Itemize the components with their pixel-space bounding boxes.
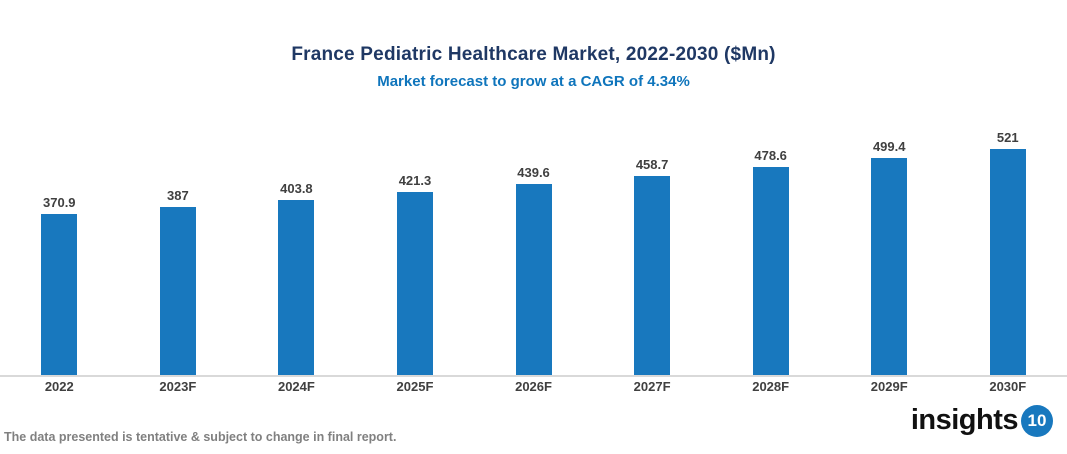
disclaimer-note: The data presented is tentative & subjec…: [4, 430, 397, 444]
bar-column: 370.9: [0, 99, 119, 375]
bar-value-label: 403.8: [280, 181, 313, 196]
bar-value-label: 458.7: [635, 157, 669, 172]
x-axis-label: 2028F: [752, 379, 790, 394]
bar: [41, 214, 78, 375]
x-axis-label: 2025F: [396, 379, 434, 394]
bar: [396, 192, 433, 375]
bar: [989, 149, 1026, 375]
x-axis-label: 2029F: [870, 379, 908, 394]
bar-value-label: 421.3: [398, 173, 432, 188]
x-axis-label: 2022: [44, 379, 74, 394]
insights10-logo: insights 10: [911, 404, 1053, 437]
chart-subtitle: Market forecast to grow at a CAGR of 4.3…: [377, 73, 690, 90]
bar: [515, 184, 552, 375]
bar-column: 478.6: [711, 99, 830, 375]
bar-value-label: 521: [996, 130, 1019, 145]
bar: [634, 176, 671, 375]
bar-column: 458.7: [593, 99, 712, 375]
bar: [871, 158, 908, 375]
x-axis-labels: 2022 2023F 2024F 2025F 2026F 2027F 2028F 2029F 2…: [0, 379, 1067, 394]
bar: [278, 200, 315, 375]
x-axis-label: 2023F: [159, 379, 197, 394]
chart-title: France Pediatric Healthcare Market, 2022…: [291, 44, 776, 65]
logo-wordmark: insights: [910, 404, 1019, 436]
bar-value-label: 387: [166, 188, 189, 203]
plot-area: 370.9 387 403.8 421.3 439.6 458.7 478.6 499.4 52…: [0, 99, 1067, 377]
bar-column: 387: [119, 99, 238, 375]
x-axis-label: 2027F: [633, 379, 671, 394]
x-axis-label: 2024F: [277, 379, 315, 394]
logo-badge-icon: 10: [1021, 404, 1053, 437]
bar-value-label: 478.6: [754, 148, 787, 163]
x-axis-label: 2030F: [989, 379, 1027, 394]
bar-column: 421.3: [356, 99, 475, 375]
bar: [752, 167, 789, 375]
bar: [159, 207, 196, 375]
bar-value-label: 370.9: [43, 195, 76, 210]
bar-value-label: 439.6: [517, 165, 550, 180]
x-axis-label: 2026F: [515, 379, 552, 394]
bar-value-label: 499.4: [872, 139, 906, 154]
bar-column: 439.6: [474, 99, 593, 375]
bar-column: 403.8: [237, 99, 356, 375]
bar-column: 521: [949, 99, 1067, 375]
bar-column: 499.4: [830, 99, 949, 375]
